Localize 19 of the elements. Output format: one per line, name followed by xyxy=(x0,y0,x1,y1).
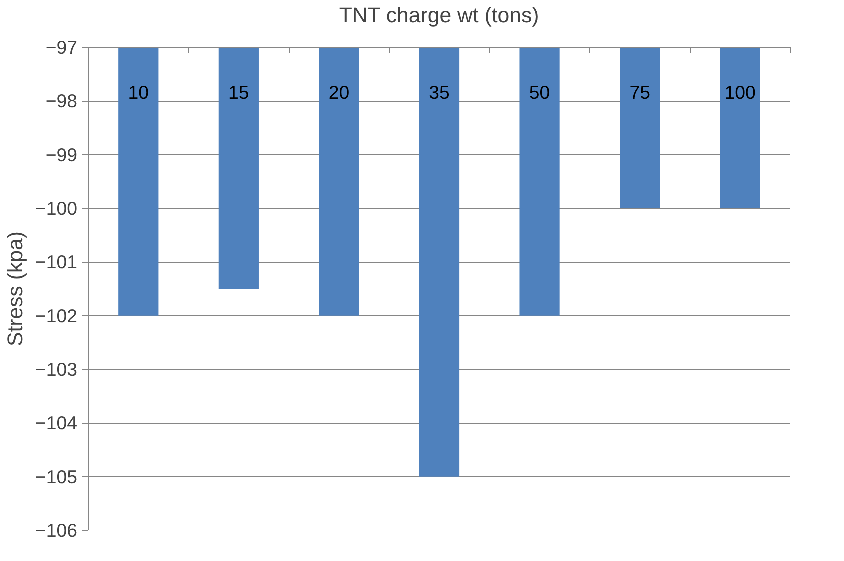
y-tick-label: −100 xyxy=(35,198,78,219)
y-tick-label: −97 xyxy=(46,37,78,58)
y-tick-label: −98 xyxy=(46,90,78,112)
y-tick-label: −102 xyxy=(35,305,78,326)
x-tick-label: 20 xyxy=(328,82,350,103)
y-tick-label: −103 xyxy=(35,359,78,380)
x-axis-title: TNT charge wt (tons) xyxy=(339,4,540,28)
x-tick-label: 100 xyxy=(724,82,756,103)
y-tick-label: −104 xyxy=(35,412,78,434)
y-tick-label: −106 xyxy=(35,520,78,541)
y-axis-title: Stress (kpa) xyxy=(3,232,28,346)
x-tick-label: 15 xyxy=(228,82,250,103)
x-tick-label: 75 xyxy=(630,82,650,103)
x-tick-label: 50 xyxy=(529,82,550,103)
x-tick-label: 35 xyxy=(429,82,450,103)
y-tick-label: −101 xyxy=(35,252,78,273)
y-tick-label: −99 xyxy=(46,144,78,166)
y-tick-label: −105 xyxy=(35,466,78,488)
x-tick-label: 10 xyxy=(128,82,150,103)
